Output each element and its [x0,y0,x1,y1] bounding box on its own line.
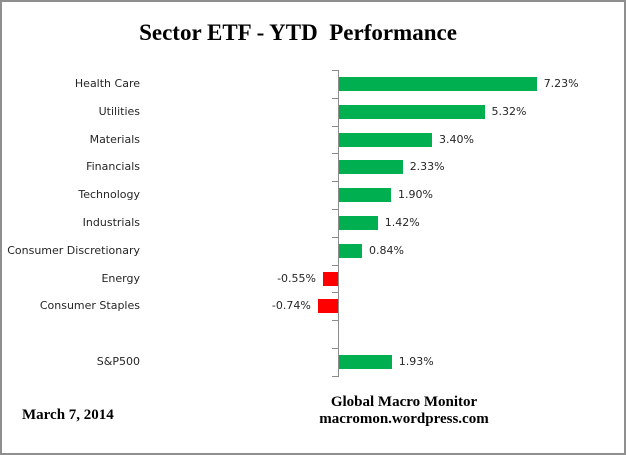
axis-tick [332,264,339,266]
axis-tick [332,348,339,349]
axis-tick [332,125,339,127]
value-label: 1.93% [398,354,434,368]
value-label: 1.90% [398,188,433,202]
axis-tick [332,97,339,99]
category-label: Consumer Discretionary [7,243,140,257]
category-label: Utilities [98,104,140,118]
axis-tick [332,209,339,210]
value-label: -0.74% [271,299,311,313]
value-label: 3.40% [439,132,474,146]
category-label: S&P500 [96,354,140,368]
category-label: Energy [101,271,140,285]
value-label: 2.33% [409,160,445,174]
negative-bar [323,271,338,286]
category-label: Industrials [82,215,140,229]
chart-title: Sector ETF - YTD Performance [139,20,457,45]
value-label: 5.32% [491,104,527,118]
positive-bar [339,243,362,258]
positive-bar [339,354,392,369]
positive-bar [339,132,432,147]
axis-tick [332,70,339,71]
attribution-source-url: macromon.wordpress.com [319,411,489,427]
category-label: Materials [89,132,140,146]
axis-tick [332,153,339,155]
value-label: 0.84% [369,243,404,257]
axis-tick [332,292,339,294]
value-label: 7.23% [543,76,579,90]
negative-bar [317,299,338,314]
value-label: 1.42% [384,215,420,229]
axis-tick [332,181,339,183]
positive-bar [339,215,378,230]
category-label: Health Care [74,76,140,90]
category-label: Financials [86,160,140,174]
positive-bar [339,160,403,175]
category-label: Consumer Staples [39,299,140,313]
axis-tick [332,236,339,238]
value-label: -0.55% [277,271,316,285]
footer-date: March 7, 2014 [22,407,114,423]
axis-tick [332,320,339,322]
positive-bar [339,188,391,203]
positive-bar [339,76,537,91]
category-label: Technology [78,188,140,202]
footer-attribution: Global Macro Monitor macromon.wordpress.… [319,394,488,428]
attribution-source-name: Global Macro Monitor [330,394,478,410]
axis-tick [332,375,339,377]
zero-axis-line [338,70,339,376]
positive-bar [339,104,485,119]
